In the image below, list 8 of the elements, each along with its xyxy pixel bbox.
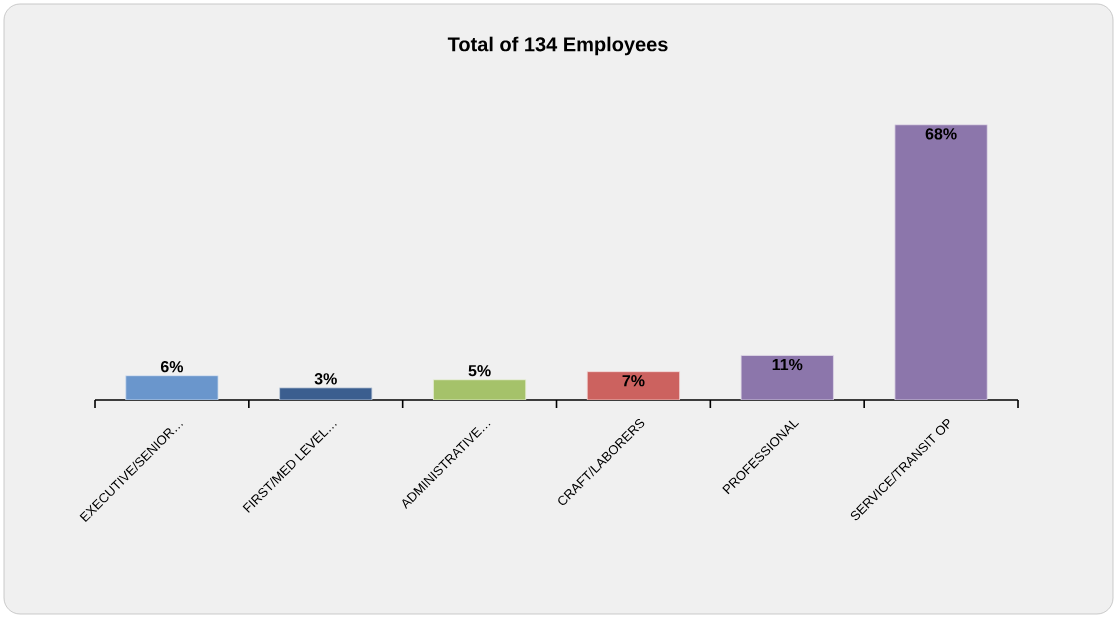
bar [279,387,373,400]
data-label: 11% [772,358,803,371]
data-label: 5% [468,365,491,377]
data-label: 7% [622,375,645,387]
chart-title: Total of 134 Employees [447,36,668,56]
data-label: 3% [314,373,337,385]
data-label: 68% [925,128,957,140]
data-label: 6% [160,360,184,373]
